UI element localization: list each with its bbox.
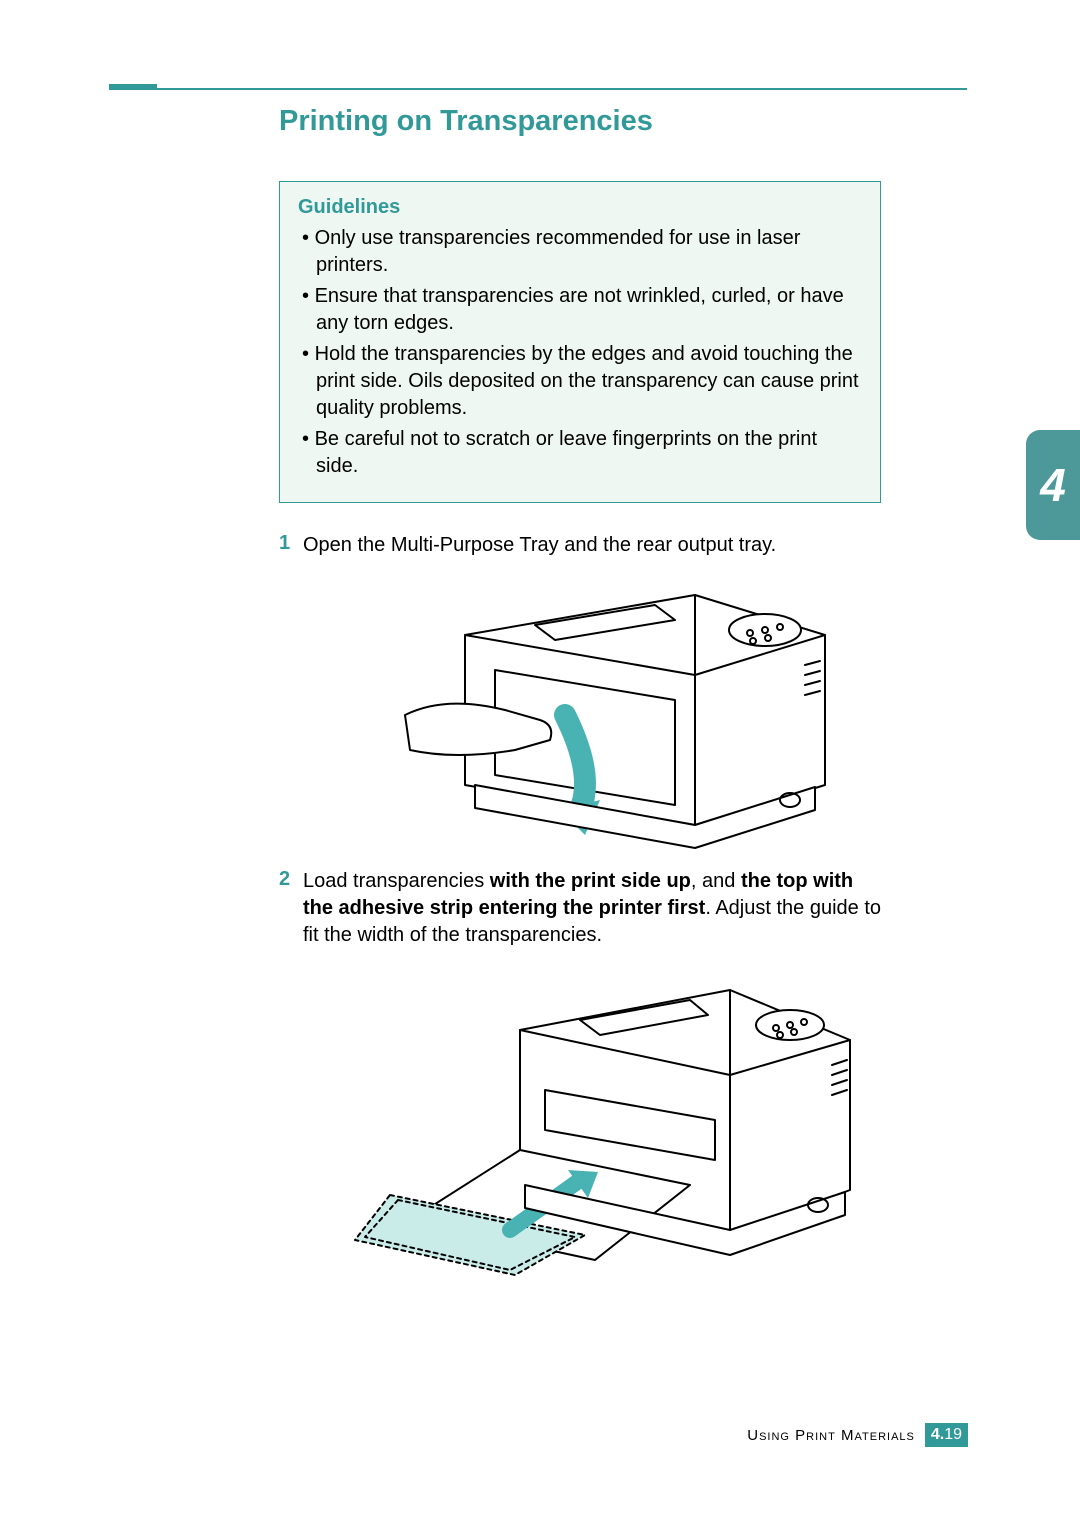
- guidelines-list: Only use transparencies recommended for …: [298, 225, 862, 480]
- step-text: Open the Multi-Purpose Tray and the rear…: [279, 532, 881, 559]
- guideline-item: Hold the transparencies by the edges and…: [302, 341, 862, 422]
- step2-prefix: Load transparencies: [303, 870, 490, 892]
- page-footer: Using Print Materials 4.19: [747, 1423, 968, 1447]
- illustration-printer-open-tray: [395, 575, 871, 853]
- step-text: Load transparencies with the print side …: [279, 868, 881, 949]
- footer-page-number: 19: [944, 1426, 962, 1443]
- section-title: Printing on Transparencies: [279, 105, 653, 138]
- step-number: 1: [279, 532, 290, 555]
- step-1: 1 Open the Multi-Purpose Tray and the re…: [279, 532, 881, 559]
- guidelines-heading: Guidelines: [298, 196, 862, 219]
- step2-bold1: with the print side up: [490, 870, 691, 892]
- guidelines-box: Guidelines Only use transparencies recom…: [279, 181, 881, 503]
- chapter-number: 4: [1040, 458, 1066, 512]
- chapter-tab: 4: [1026, 430, 1080, 540]
- step-number: 2: [279, 868, 290, 891]
- illustration-printer-load-transparency: [350, 960, 876, 1280]
- guideline-item: Be careful not to scratch or leave finge…: [302, 426, 862, 480]
- footer-section-label: Using Print Materials: [747, 1427, 915, 1444]
- header-rule: [109, 88, 967, 90]
- footer-page-badge: 4.19: [925, 1423, 968, 1447]
- guideline-item: Ensure that transparencies are not wrink…: [302, 283, 862, 337]
- guideline-item: Only use transparencies recommended for …: [302, 225, 862, 279]
- step2-mid1: , and: [691, 870, 741, 892]
- step-2: 2 Load transparencies with the print sid…: [279, 868, 881, 949]
- footer-chapter: 4.: [931, 1426, 944, 1443]
